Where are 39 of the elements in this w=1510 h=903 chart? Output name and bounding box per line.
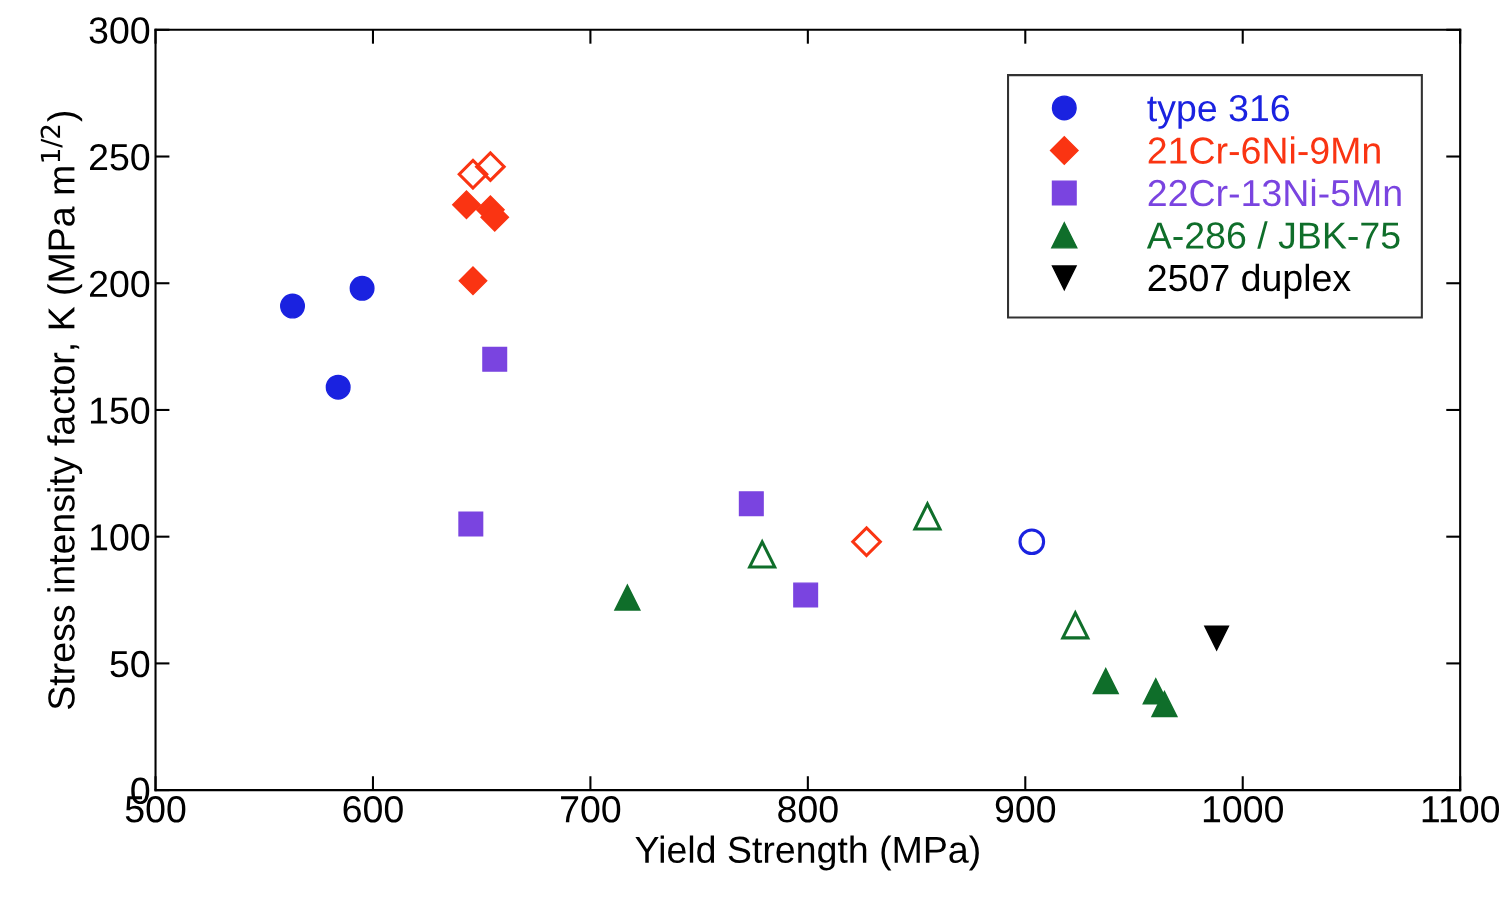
- x-tick-label: 1000: [1203, 795, 1283, 823]
- point: [280, 293, 306, 319]
- y-axis-title: Stress intensity factor, K (MPa m$^{1/2}$): [40, 111, 83, 710]
- point: [475, 151, 506, 182]
- point: [452, 190, 481, 220]
- point: [349, 275, 375, 301]
- legend-label: 22Cr-13Ni-5Mn: [1148, 178, 1401, 207]
- point: [458, 511, 484, 537]
- y-tick-label: 150: [90, 397, 150, 424]
- point: [738, 491, 764, 517]
- point: [1018, 528, 1046, 556]
- x-tick-label: 700: [561, 795, 621, 823]
- point: [614, 584, 641, 611]
- x-tick-label: 800: [778, 795, 838, 823]
- point: [1151, 690, 1178, 718]
- legend-label: 21Cr-6Ni-9Mn: [1148, 136, 1380, 164]
- point: [793, 582, 819, 608]
- y-tick-label: 100: [90, 524, 150, 551]
- y-tick-label: 200: [90, 270, 150, 298]
- point: [851, 526, 882, 558]
- x-tick-label: 1100: [1422, 795, 1500, 823]
- y-tick-label: 50: [110, 650, 150, 678]
- legend-label: type 316: [1147, 94, 1290, 129]
- point: [457, 158, 489, 190]
- y-tick-label: 250: [90, 143, 150, 171]
- point: [458, 266, 488, 296]
- x-axis-title: Yield Strength (MPa): [635, 835, 979, 871]
- x-tick-label: 600: [343, 795, 403, 823]
- point: [748, 540, 777, 569]
- point: [913, 502, 942, 531]
- legend-label: A-286 / JBK-75: [1146, 221, 1400, 249]
- point: [1092, 667, 1119, 695]
- point: [1204, 625, 1230, 651]
- y-tick-label: 300: [89, 17, 150, 44]
- point: [1061, 611, 1090, 640]
- point: [482, 346, 508, 372]
- legend-label: 2507 duplex: [1148, 263, 1351, 299]
- x-tick-label: 900: [995, 795, 1056, 823]
- point: [325, 374, 351, 400]
